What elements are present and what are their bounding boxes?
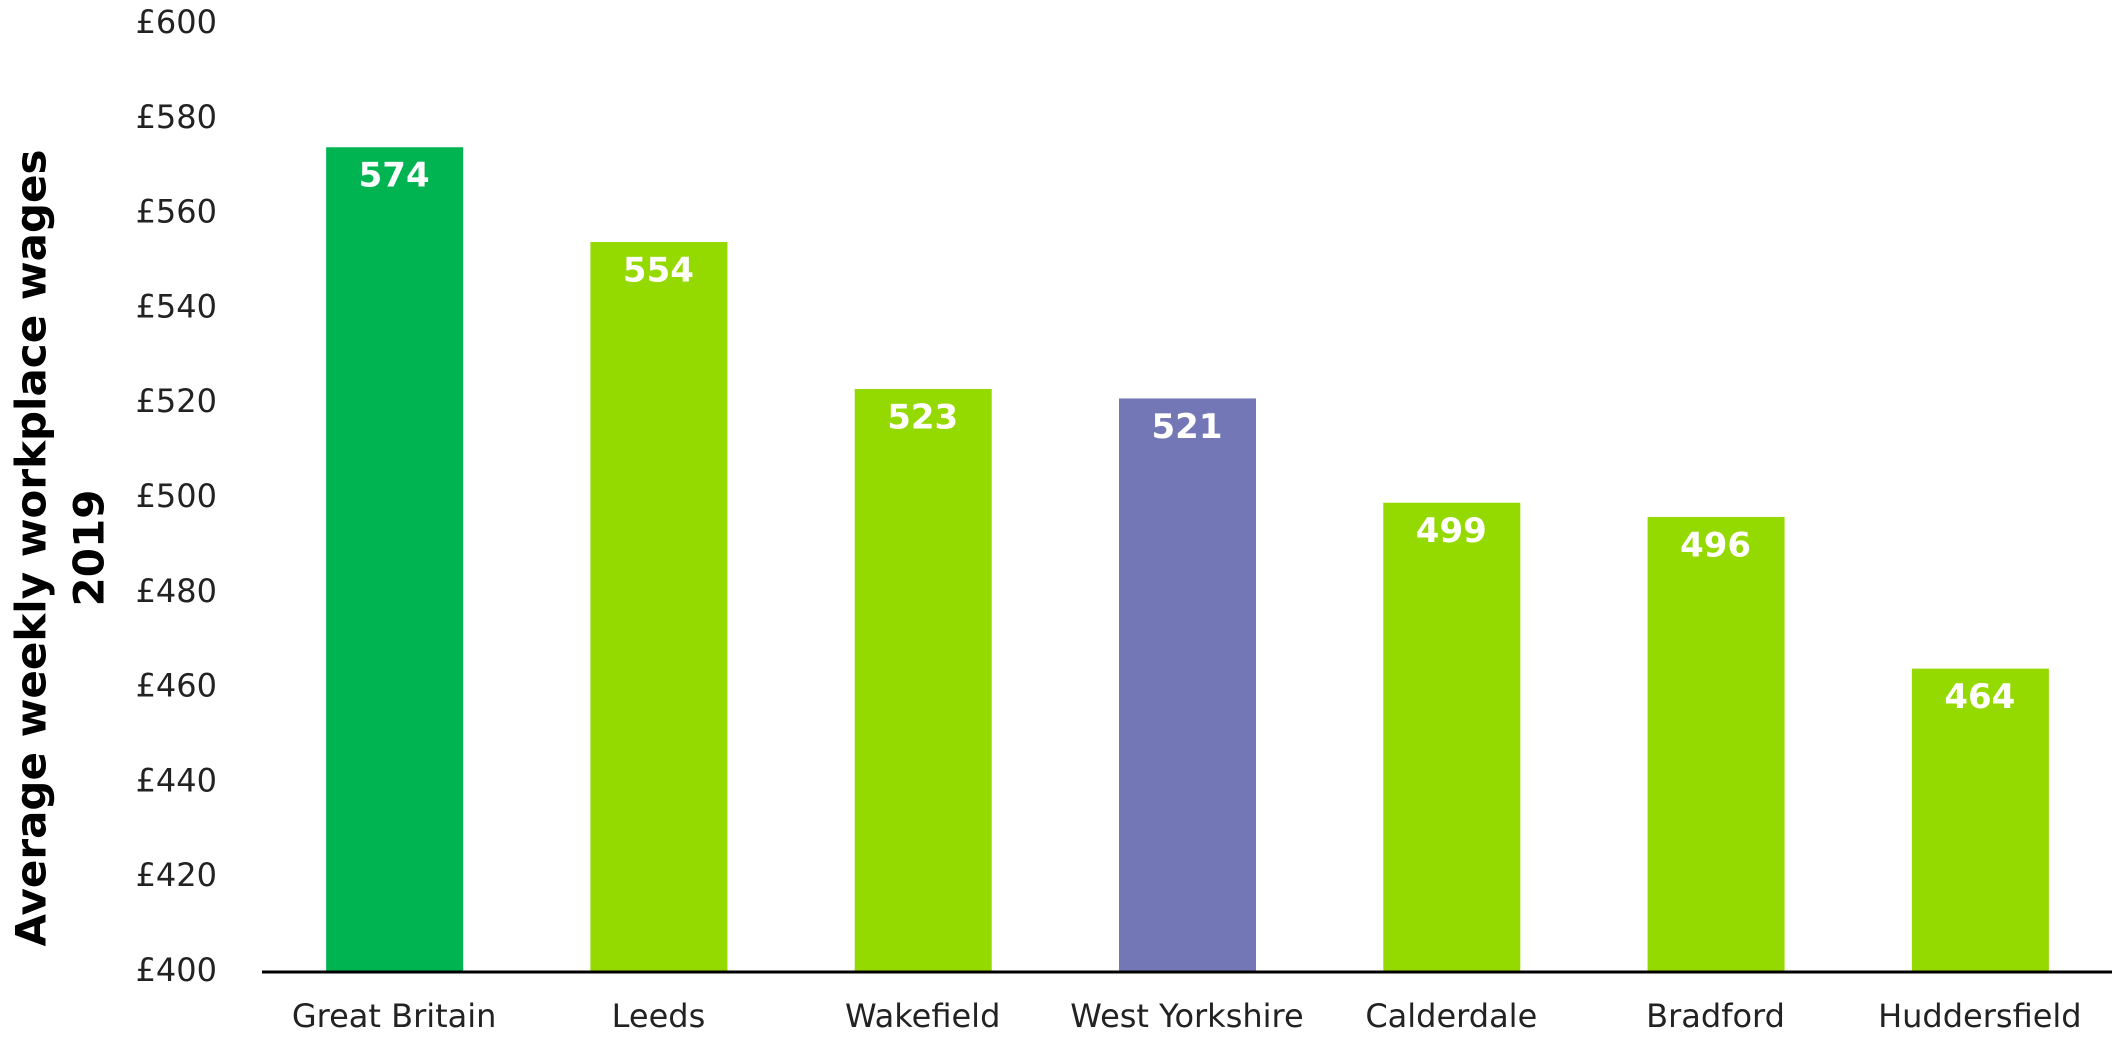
bar	[854, 388, 992, 973]
x-tick-label: Bradford	[1646, 997, 1785, 1035]
x-tick-label: Calderdale	[1365, 997, 1537, 1035]
bar	[1119, 398, 1256, 973]
value-label: 499	[1416, 511, 1487, 551]
x-tick-label: Leeds	[612, 997, 706, 1035]
y-tick-label: £540	[136, 287, 217, 325]
y-tick-label: £500	[136, 477, 217, 515]
bar	[326, 147, 464, 973]
x-tick-label: West Yorkshire	[1070, 997, 1303, 1035]
x-tick-label: Huddersfield	[1878, 997, 2082, 1035]
y-axis-title-line: Average weekly workplace wages	[7, 150, 56, 947]
x-tick-label: Wakefield	[845, 997, 1000, 1035]
value-label: 554	[623, 251, 694, 291]
value-label: 521	[1152, 407, 1223, 447]
bar	[1383, 502, 1521, 972]
y-tick-label: £400	[136, 951, 217, 989]
y-tick-label: £440	[136, 761, 217, 799]
value-label: 523	[887, 397, 958, 437]
bar	[590, 242, 728, 973]
bar	[1911, 668, 2049, 972]
value-label: 574	[359, 156, 430, 196]
y-tick-label: £480	[136, 572, 217, 610]
y-tick-label: £580	[136, 98, 217, 136]
bar	[1647, 516, 1785, 972]
y-tick-label: £600	[136, 3, 217, 41]
y-tick-label: £560	[136, 193, 217, 231]
y-tick-label: £420	[136, 856, 217, 894]
value-label: 464	[1944, 677, 2015, 717]
y-axis-title: Average weekly workplace wages 2019	[7, 150, 114, 947]
value-label: 496	[1680, 525, 1751, 565]
y-axis-title-line: 2019	[65, 490, 114, 607]
y-tick-label: £460	[136, 667, 217, 705]
x-tick-label: Great Britain	[292, 997, 497, 1035]
y-tick-label: £520	[136, 382, 217, 420]
